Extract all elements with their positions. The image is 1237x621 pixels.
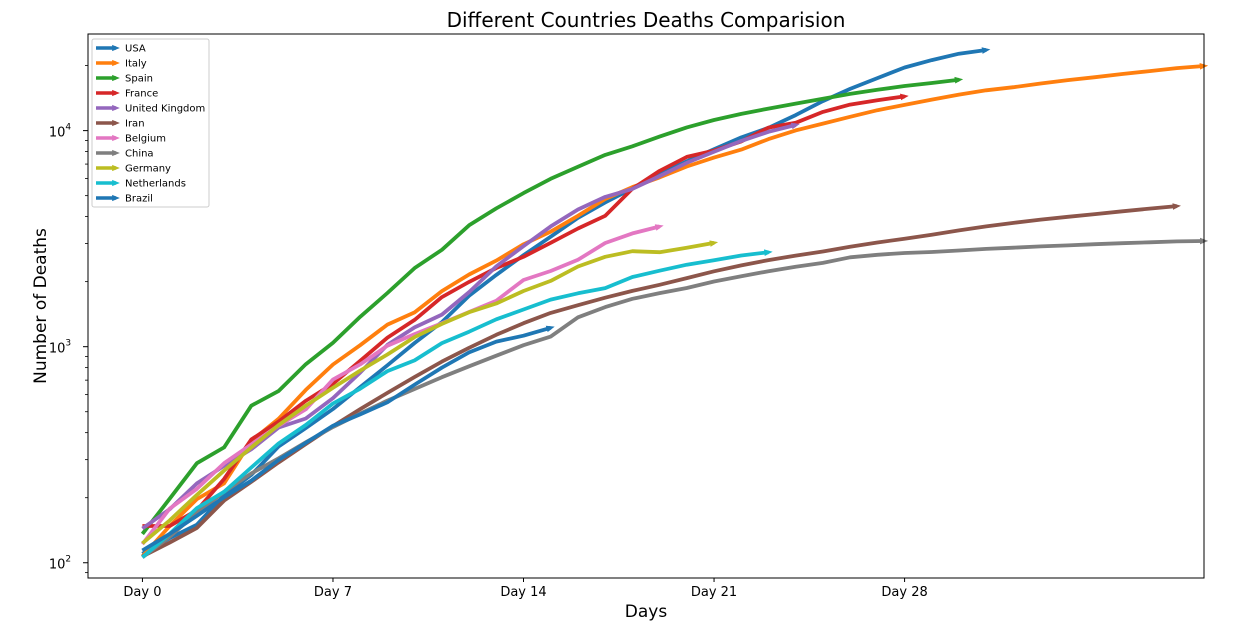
legend-label: China xyxy=(125,149,154,160)
series-line-italy xyxy=(140,62,1209,558)
y-axis: 102 103 104 xyxy=(49,65,88,574)
legend-label: Germany xyxy=(125,164,171,175)
series-line-netherlands xyxy=(141,249,773,559)
series-line-brazil xyxy=(141,325,555,553)
series-line-belgium xyxy=(140,224,664,546)
plot-frame xyxy=(87,33,1205,579)
x-tick-label: Day 21 xyxy=(691,585,737,600)
y-tick-label: 102 xyxy=(49,555,71,573)
legend-label: USA xyxy=(125,44,146,55)
y-tick-label: 103 xyxy=(49,339,71,357)
legend-label: France xyxy=(125,89,158,100)
series-line-spain xyxy=(140,76,964,536)
legend-label: Brazil xyxy=(125,194,153,205)
series-line-germany xyxy=(141,240,719,545)
series-line-france xyxy=(142,93,909,528)
legend: USA Italy Spain France United Kingdom Iran Bel… xyxy=(91,38,210,208)
x-axis: Day 0 Day 7 Day 14 Day 21 Day 28 xyxy=(123,578,928,600)
x-tick-label: Day 14 xyxy=(500,585,546,600)
legend-label: Netherlands xyxy=(125,179,186,190)
legend-label: Belgium xyxy=(125,134,166,145)
x-tick-label: Day 0 xyxy=(123,585,161,600)
x-axis-label: Days xyxy=(625,602,668,621)
series-layer xyxy=(140,47,1209,559)
series-line-usa xyxy=(141,47,991,556)
y-tick-label: 104 xyxy=(49,123,72,141)
plot-area xyxy=(87,33,1209,579)
legend-label: United Kingdom xyxy=(125,104,205,115)
x-tick-label: Day 7 xyxy=(314,585,352,600)
x-tick-label: Day 28 xyxy=(881,585,927,600)
legend-label: Italy xyxy=(125,59,147,70)
legend-box xyxy=(91,38,210,208)
chart-title: Different Countries Deaths Comparision xyxy=(447,8,846,32)
legend-label: Spain xyxy=(125,74,153,85)
legend-label: Iran xyxy=(125,119,145,130)
y-axis-label: Number of Deaths xyxy=(31,228,51,384)
